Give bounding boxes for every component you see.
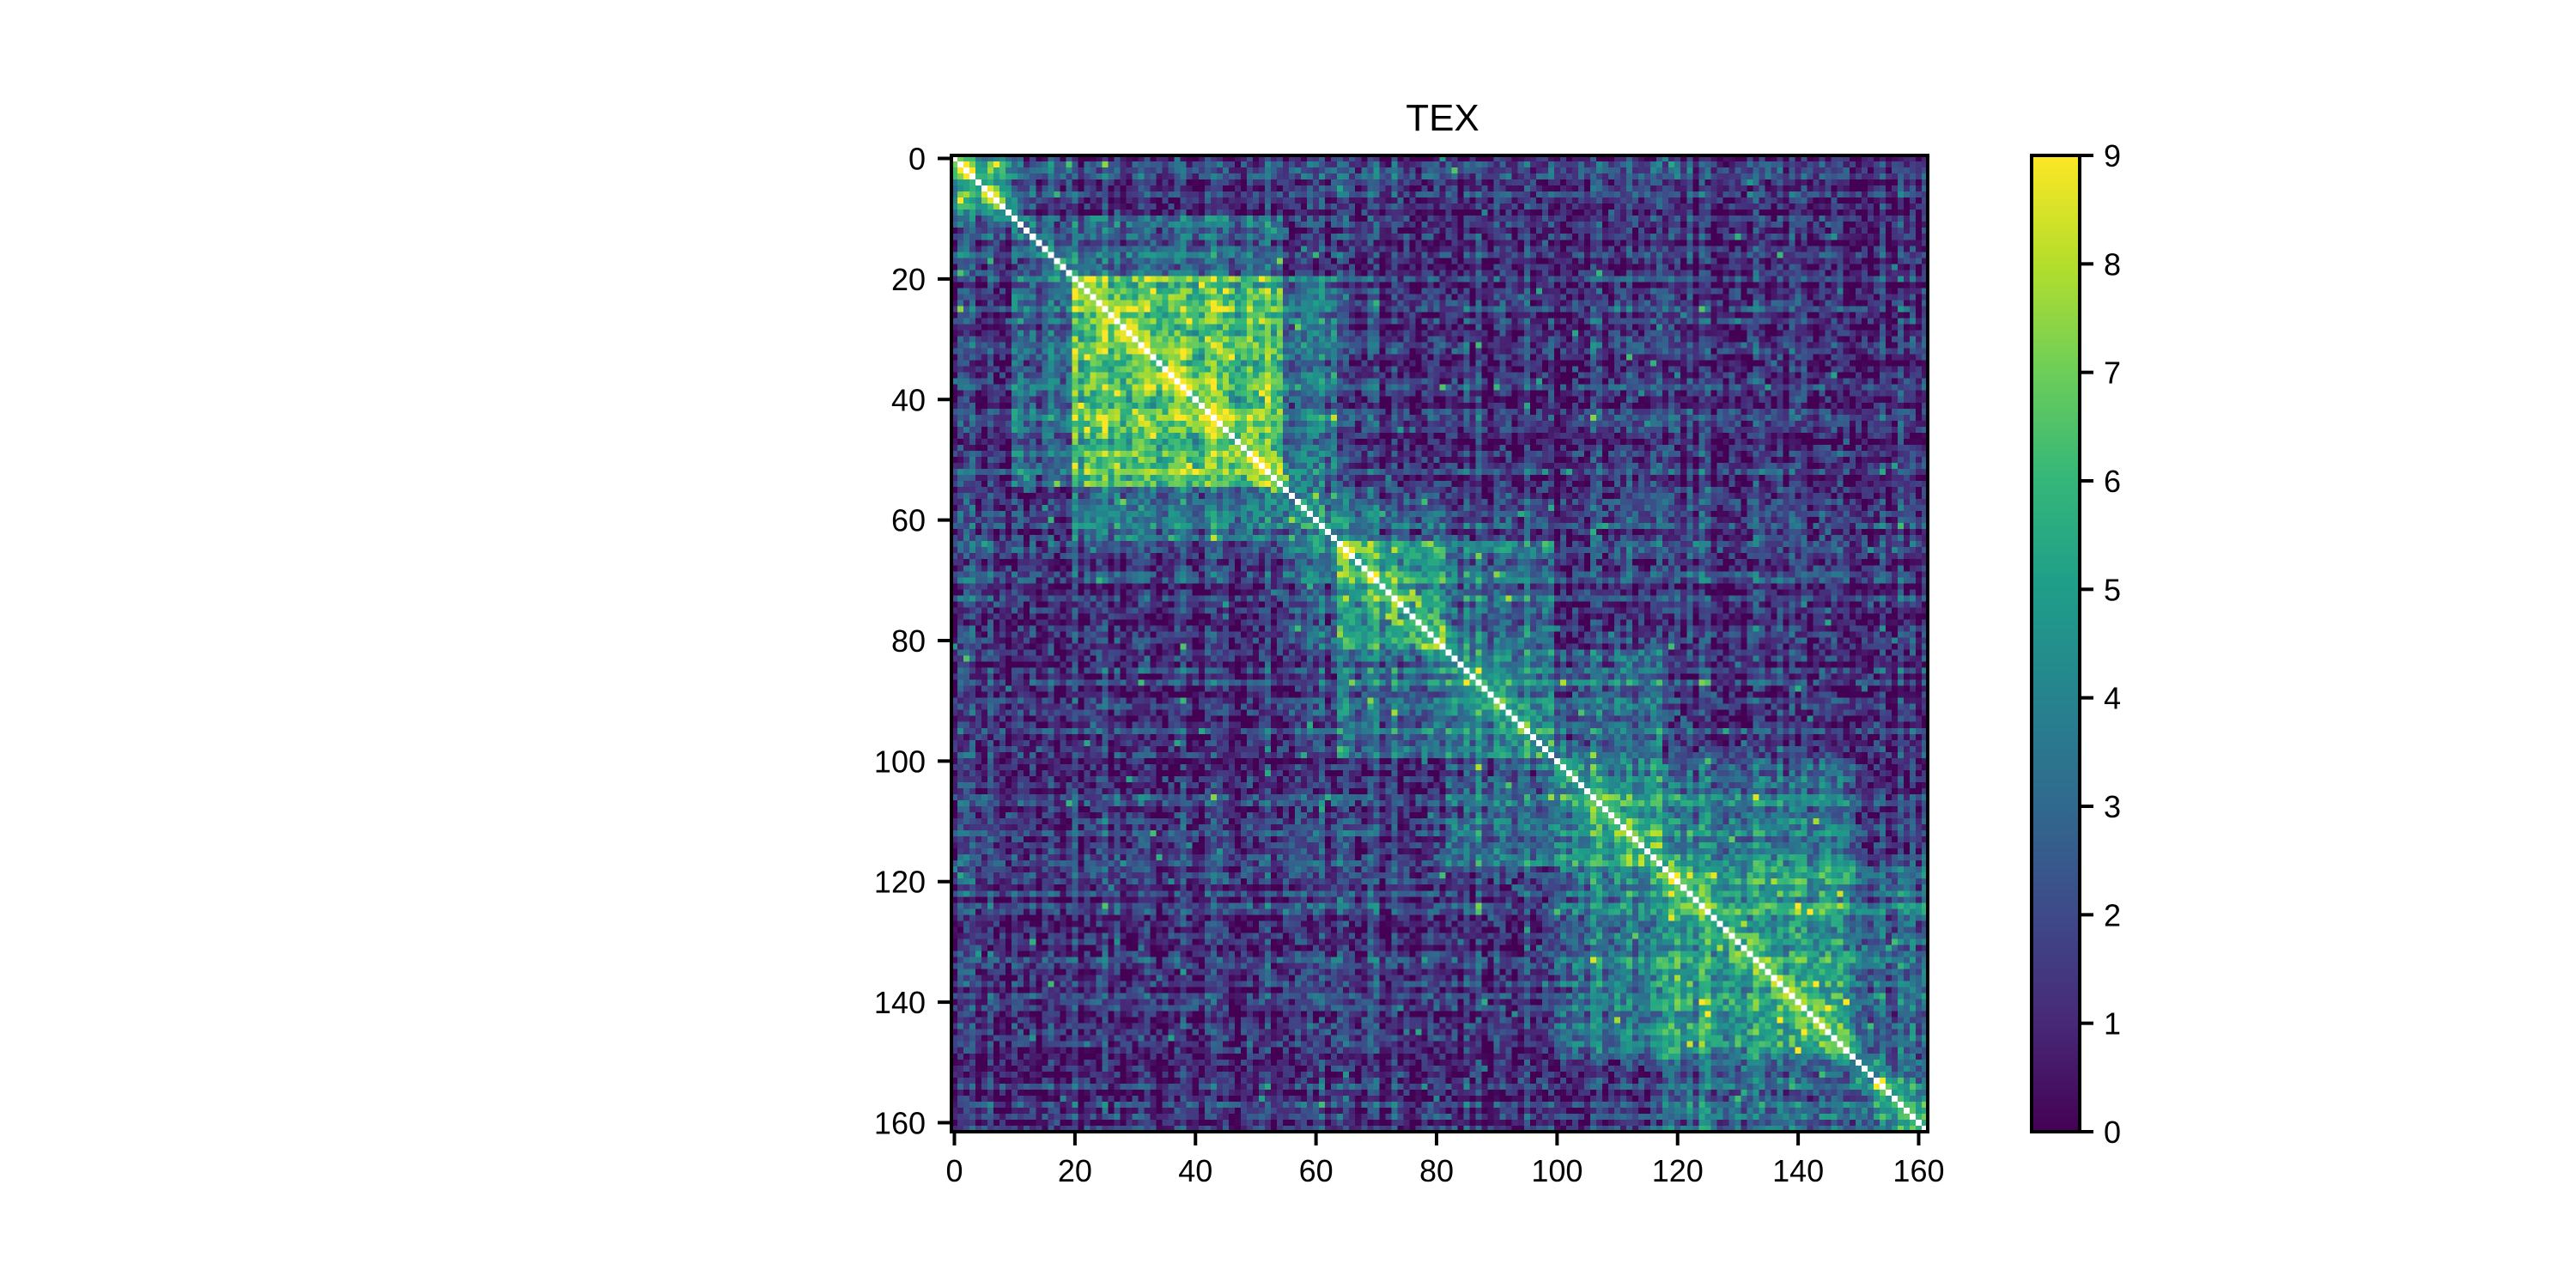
heatmap-image — [951, 155, 1928, 1132]
x-axis: 0 20 40 60 80 100 120 140 160 — [945, 1132, 1945, 1188]
y-tick-label: 60 — [891, 503, 926, 538]
colorbar-tick-label: 6 — [2104, 464, 2121, 499]
x-tick-label: 60 — [1299, 1153, 1334, 1188]
colorbar: 0 1 2 3 4 5 6 7 8 9 — [2030, 138, 2121, 1150]
colorbar-ticks: 0 1 2 3 4 5 6 7 8 9 — [2080, 138, 2121, 1150]
colorbar-tick-label: 9 — [2104, 138, 2121, 173]
y-tick-label: 160 — [874, 1105, 926, 1140]
y-tick-label: 120 — [874, 865, 926, 900]
x-tick-label: 120 — [1652, 1153, 1704, 1188]
colorbar-tick-label: 1 — [2104, 1006, 2121, 1042]
colorbar-tick-label: 5 — [2104, 572, 2121, 607]
y-axis: 0 20 40 60 80 100 120 140 160 — [874, 142, 951, 1140]
colorbar-tick-label: 3 — [2104, 789, 2121, 824]
x-tick-label: 40 — [1178, 1153, 1212, 1188]
x-tick-label: 0 — [945, 1153, 963, 1188]
y-tick-label: 100 — [874, 744, 926, 779]
colorbar-tick-label: 0 — [2104, 1115, 2121, 1150]
colorbar-gradient — [2030, 154, 2081, 1133]
chart-title: TEX — [1406, 97, 1479, 139]
x-tick-label: 20 — [1058, 1153, 1092, 1188]
y-tick-label: 0 — [908, 142, 926, 177]
colorbar-tick-label: 7 — [2104, 355, 2121, 391]
x-tick-label: 140 — [1772, 1153, 1824, 1188]
y-tick-label: 40 — [891, 382, 926, 417]
x-tick-label: 160 — [1893, 1153, 1944, 1188]
colorbar-tick-label: 2 — [2104, 897, 2121, 933]
colorbar-tick-label: 4 — [2104, 681, 2121, 716]
y-tick-label: 20 — [891, 262, 926, 297]
plot-frame — [950, 154, 1929, 1133]
heatmap-cells — [951, 155, 1928, 1132]
y-tick-label: 80 — [891, 623, 926, 659]
x-tick-label: 80 — [1419, 1153, 1454, 1188]
x-tick-label: 100 — [1531, 1153, 1583, 1188]
y-tick-label: 140 — [874, 985, 926, 1020]
colorbar-tick-label: 8 — [2104, 246, 2121, 282]
